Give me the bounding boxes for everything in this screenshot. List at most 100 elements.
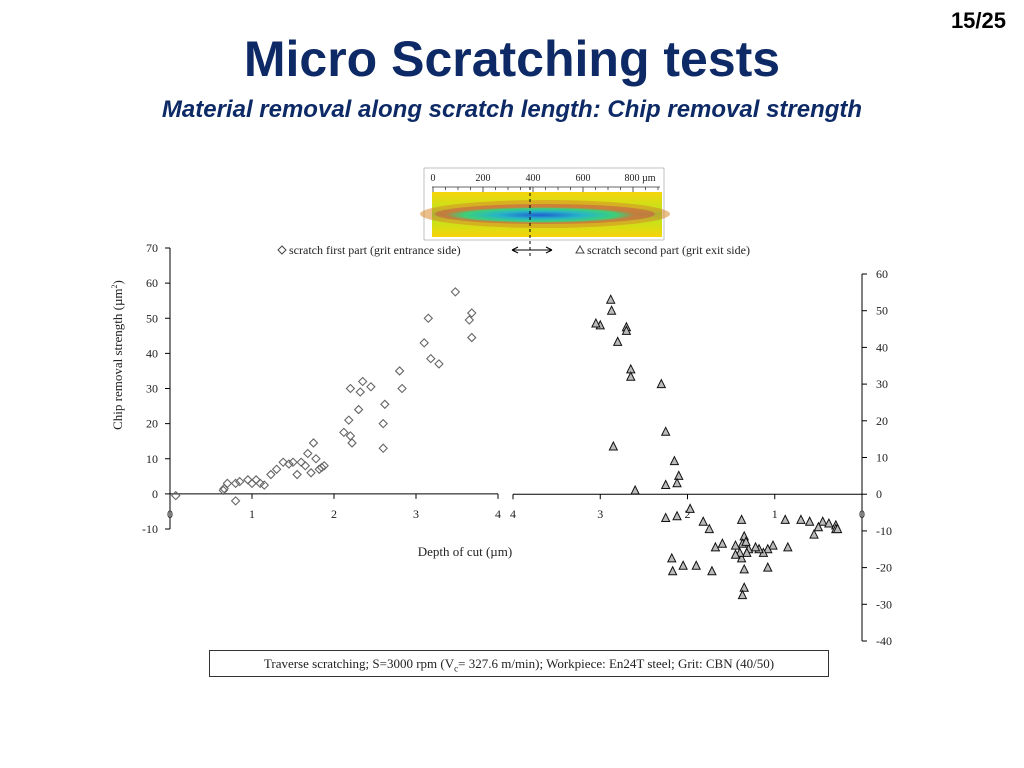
data-point-diamond	[306, 468, 316, 478]
data-point-triangle	[780, 514, 791, 524]
data-point-triangle	[809, 528, 819, 539]
left-axes: -10 0 10 20 30 40 50 60 70 0 1 2 3 4	[142, 241, 501, 536]
data-point-diamond	[251, 475, 261, 485]
right-y-tick-label: -20	[876, 561, 892, 575]
data-point-triangle	[630, 484, 640, 495]
y-tick-label: -10	[142, 522, 158, 536]
right-y-tick-label: 40	[876, 340, 888, 354]
data-point-diamond	[394, 366, 405, 376]
data-point-triangle	[736, 514, 747, 524]
slide-subtitle: Material removal along scratch length: C…	[161, 96, 863, 123]
data-point-diamond	[466, 308, 477, 318]
right-x-tick-label: 0	[859, 507, 865, 521]
legend-label-first-part: scratch first part (grit entrance side)	[289, 243, 461, 257]
data-point-triangle	[656, 378, 667, 389]
data-point-diamond	[266, 469, 276, 480]
right-x-tick-label: 4	[510, 507, 516, 521]
data-point-triangle	[783, 541, 793, 552]
data-point-diamond	[234, 476, 245, 487]
inset-tick-label: 400	[526, 173, 541, 184]
data-point-diamond	[345, 383, 356, 394]
inset-tick-label: 0	[431, 173, 436, 184]
inset-tick-label: 200	[476, 173, 491, 184]
legend: scratch first part (grit entrance side) …	[277, 243, 750, 257]
data-point-triangle	[832, 523, 843, 534]
data-point-triangle	[796, 514, 806, 524]
data-point-triangle	[704, 523, 715, 534]
data-point-diamond	[419, 338, 429, 348]
data-point-diamond	[434, 359, 444, 369]
data-point-diamond	[284, 459, 294, 469]
data-point-diamond	[319, 460, 329, 471]
right-y-tick-label: -30	[876, 597, 892, 611]
data-point-diamond	[278, 457, 288, 468]
series-second-part	[591, 294, 843, 600]
data-point-diamond	[378, 418, 388, 429]
data-point-diamond	[230, 496, 241, 506]
y-tick-label: 70	[146, 241, 158, 255]
data-point-triangle	[608, 440, 619, 451]
data-point-diamond	[247, 478, 257, 489]
data-point-diamond	[380, 399, 390, 410]
right-y-tick-label: 30	[876, 377, 888, 391]
data-point-diamond	[316, 462, 327, 473]
data-point-diamond	[339, 427, 349, 438]
page-number: 15/25	[950, 8, 1006, 33]
right-y-tick-label: 10	[876, 451, 888, 465]
data-point-triangle	[691, 560, 702, 570]
y-tick-label: 50	[146, 311, 158, 325]
y-tick-label: 60	[146, 276, 158, 290]
data-point-diamond	[355, 387, 366, 397]
data-point-triangle	[698, 516, 709, 526]
data-point-triangle	[762, 561, 773, 572]
data-point-diamond	[170, 490, 181, 501]
slide-title: Micro Scratching tests	[243, 31, 781, 87]
data-point-diamond	[292, 469, 302, 480]
data-point-diamond	[230, 478, 241, 489]
legend-diamond-marker	[277, 245, 287, 255]
data-point-triangle	[673, 470, 684, 480]
y-tick-label: 40	[146, 346, 158, 360]
data-point-triangle	[739, 582, 750, 592]
data-point-triangle	[672, 477, 682, 488]
y-tick-label: 0	[152, 487, 158, 501]
x-axis-title: Depth of cut (µm)	[418, 544, 513, 559]
y-tick-label: 10	[146, 452, 158, 466]
y-tick-label: 20	[146, 417, 158, 431]
data-point-diamond	[308, 438, 319, 448]
data-point-diamond	[450, 287, 461, 297]
data-point-triangle	[612, 336, 623, 346]
right-y-tick-label: 20	[876, 414, 888, 428]
data-point-triangle	[621, 325, 632, 335]
y-tick-label: 30	[146, 382, 158, 396]
data-point-triangle	[730, 549, 741, 559]
data-point-diamond	[243, 475, 253, 485]
data-point-diamond	[302, 448, 313, 459]
right-y-tick-label: -10	[876, 524, 892, 538]
experiment-conditions-caption: Traverse scratching; S=3000 rpm (Vc= 327…	[209, 650, 829, 677]
data-point-triangle	[672, 510, 682, 521]
y-axis-title: Chip removal strength (µm2)	[110, 280, 125, 430]
inset-tick-label: 800 µm	[624, 173, 655, 184]
data-point-diamond	[464, 315, 475, 325]
right-y-tick-label: -40	[876, 634, 892, 648]
data-point-diamond	[357, 376, 368, 387]
data-point-triangle	[685, 503, 695, 513]
legend-triangle-marker	[575, 244, 585, 254]
data-point-triangle	[739, 563, 750, 574]
data-point-diamond	[343, 415, 354, 425]
data-point-diamond	[255, 478, 265, 489]
data-point-triangle	[762, 543, 773, 554]
data-point-diamond	[296, 457, 306, 468]
inset-tick-label: 600	[576, 173, 591, 184]
data-point-triangle	[742, 547, 752, 557]
data-point-diamond	[423, 313, 434, 324]
data-point-triangle	[660, 479, 671, 490]
data-point-diamond	[466, 332, 477, 343]
data-point-diamond	[425, 353, 436, 364]
data-point-triangle	[741, 536, 751, 546]
data-point-triangle	[660, 426, 671, 436]
legend-arrowheads	[511, 246, 553, 254]
